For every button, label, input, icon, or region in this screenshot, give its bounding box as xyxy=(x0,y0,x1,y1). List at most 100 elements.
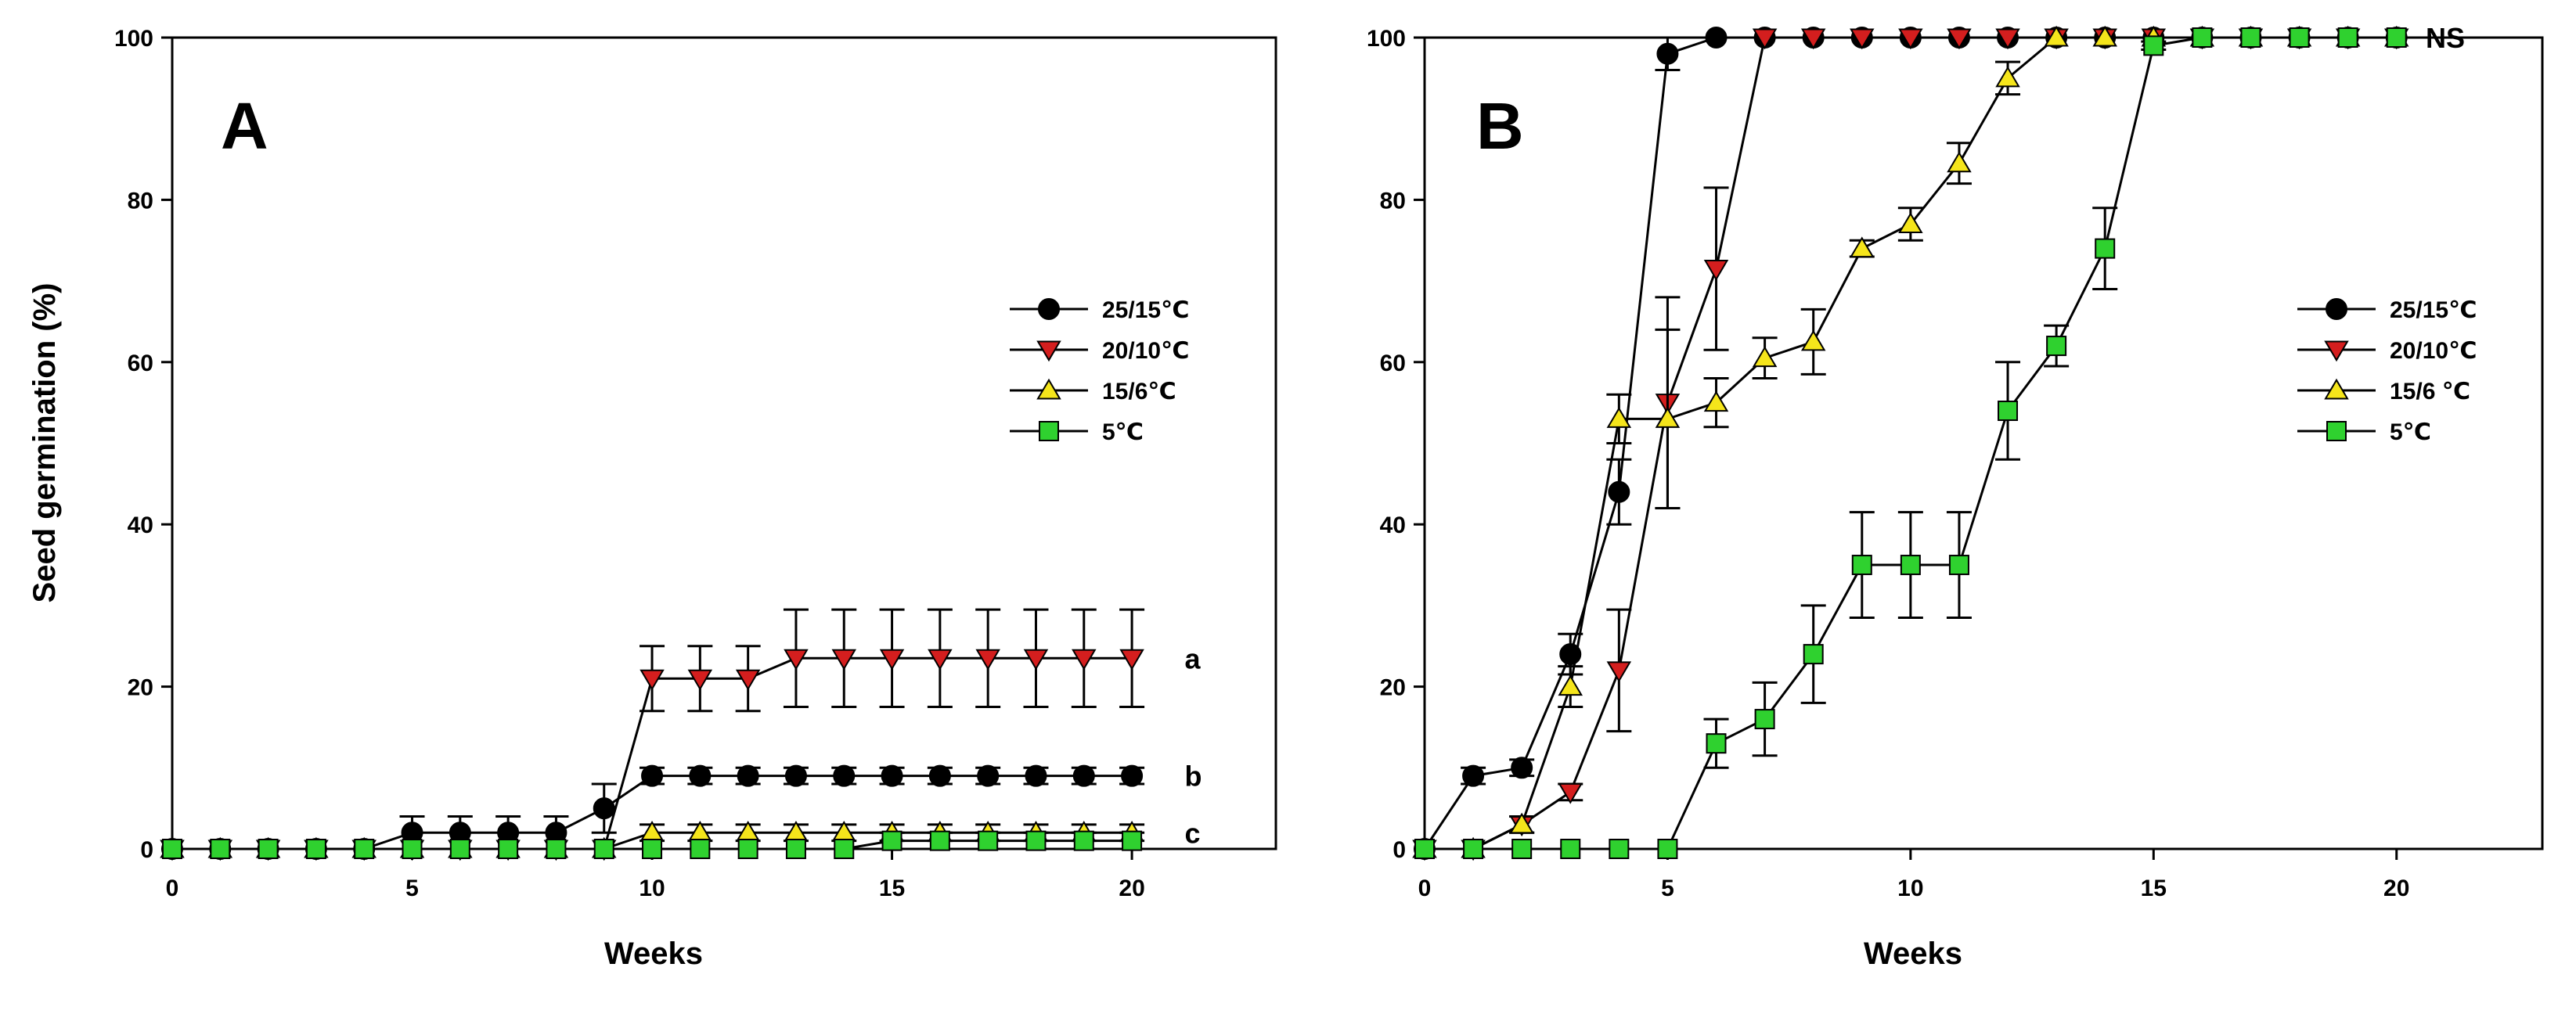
panel-a-letter: A xyxy=(221,89,268,163)
panel-b-series-2-point xyxy=(1752,28,1778,50)
panel-a-series-2-point xyxy=(975,649,1000,671)
panel-a-series-4-point xyxy=(593,839,614,859)
panel-a-series-4-point xyxy=(785,839,806,859)
panel-b-series-1-point xyxy=(1608,480,1630,503)
panel-b-series-4-point xyxy=(1414,839,1435,859)
panel-a-legend-label: 5℃ xyxy=(1102,419,1144,445)
panel-a-series-4-point xyxy=(449,839,470,859)
panel-b-series-1-line xyxy=(1423,36,2397,850)
panel-a-series-4-point xyxy=(354,839,375,859)
panel-a-series-4-point xyxy=(1025,830,1047,851)
panel-a-legend-label: 25/15℃ xyxy=(1102,297,1189,323)
panel-b-series-3 xyxy=(1412,25,2409,858)
panel-a-series-2 xyxy=(160,608,1145,861)
panel-b-series-1 xyxy=(1414,27,2408,860)
panel-b-y-tick-label: 60 xyxy=(1380,351,1406,376)
panel-b-y-tick-label: 80 xyxy=(1380,188,1406,214)
panel-b-legend-marker xyxy=(2326,298,2347,320)
panel-b-series-4-point xyxy=(1851,555,1872,576)
panel-b-series-4-point xyxy=(1706,733,1727,754)
panel-b-legend-marker xyxy=(2326,421,2347,441)
panel-b-series-3-point xyxy=(1509,812,1534,834)
panel-b-y-tick-label: 20 xyxy=(1380,675,1406,701)
panel-a-legend-label: 15/6℃ xyxy=(1102,379,1176,405)
panel-a-series-4-point xyxy=(546,839,567,859)
panel-b-series-1-point xyxy=(1511,757,1533,779)
panel-a-series-1-point xyxy=(928,764,951,787)
panel-b-series-2-point xyxy=(1947,28,1972,50)
panel-a-legend-marker xyxy=(1038,298,1060,320)
panel-b-series-2-line xyxy=(1425,36,2397,850)
panel-b-series-4-point xyxy=(2337,27,2358,48)
panel-b-series-3-point xyxy=(1800,329,1826,351)
panel-b-series-2-point xyxy=(1800,28,1826,50)
panel-b-legend-marker xyxy=(2324,378,2349,400)
panel-b-series-4-point xyxy=(2386,27,2407,48)
panel-a-legend: 25/15℃ 20/10℃ 15/6℃ 5℃ xyxy=(1010,297,1189,445)
panel-a-series-1-point xyxy=(641,764,664,787)
panel-a-x-tick-label: 10 xyxy=(639,876,665,901)
panel-a-series-1-point xyxy=(737,764,759,787)
panel-b-series-4-line xyxy=(1425,36,2397,850)
panel-a-series-4-point xyxy=(1073,830,1094,851)
panel-b-x-tick-label: 10 xyxy=(1897,876,1923,901)
panel-b-series-4-point xyxy=(1803,644,1824,665)
panel-b-series-4-point xyxy=(2095,238,2116,259)
panel-b-series-4-point xyxy=(1754,709,1775,730)
panel-b-series-4-point xyxy=(1511,839,1533,859)
panel-b-series-3-point xyxy=(1655,407,1681,428)
panel-b-series-2-point xyxy=(1850,28,1875,50)
panel-a-y-tick-label: 20 xyxy=(128,675,153,701)
panel-a-series-1-point xyxy=(977,764,1000,787)
panel-a-legend-marker xyxy=(1036,340,1061,362)
panel-a-chart: 0 5 10 15 20 0 20 40 60 80 100 Weeks Seed germinatio… xyxy=(27,26,1277,971)
panel-a-x-tick-label: 0 xyxy=(166,876,179,901)
panel-b-legend: 25/15℃ 20/10℃ 15/6 ℃ 5℃ xyxy=(2297,297,2477,445)
panel-a-x-tick-label: 15 xyxy=(879,876,905,901)
panel-a-series-4-point xyxy=(305,839,326,859)
panel-b-series-2-point xyxy=(1995,28,2020,50)
panel-a-series-4-point xyxy=(978,830,999,851)
panel-b-annotation-1: NS xyxy=(2426,22,2465,54)
panel-a-series-4 xyxy=(162,830,1145,859)
panel-b-series-1-point xyxy=(1462,764,1485,787)
panel-a-annotation-1: a xyxy=(1185,642,1202,674)
panel-a-series-1-point xyxy=(784,764,807,787)
panel-b-y-tick-label: 100 xyxy=(1367,26,1406,52)
panel-a-x-axis-title: Weeks xyxy=(604,937,703,971)
panel-a-series-2-point xyxy=(687,669,713,691)
panel-a-series-2-point xyxy=(928,649,953,671)
panel-b-series-3-line xyxy=(1425,36,2397,850)
panel-b-letter: B xyxy=(1476,89,1524,163)
panel-a-series-4-point xyxy=(690,839,711,859)
panel-b-chart: 0 5 10 15 20 0 20 40 60 80 100 Weeks B 25/15℃ 20/10℃ 15… xyxy=(1367,22,2544,971)
panel-a-series-4-point xyxy=(162,839,182,859)
panel-a-annotation-3: c xyxy=(1185,817,1201,849)
panel-a-series-4-point xyxy=(642,839,663,859)
panel-a-y-tick-label: 60 xyxy=(128,351,153,376)
panel-a-series-1-point xyxy=(833,764,856,787)
panel-a-series-1-point xyxy=(689,764,712,787)
panel-b-x-tick-label: 5 xyxy=(1661,876,1674,901)
panel-b-series-4-point xyxy=(1463,839,1484,859)
panel-b-series-1-point xyxy=(1656,42,1679,65)
panel-b-series-4-point xyxy=(2289,27,2310,48)
panel-a-series-2-point xyxy=(735,669,761,691)
panel-b-series-1-point xyxy=(1705,27,1728,49)
panel-b-series-2-point xyxy=(1898,28,1923,50)
panel-a-legend-marker xyxy=(1036,378,1061,400)
panel-b-series-4-point xyxy=(1900,555,1921,576)
panel-b-y-tick-label: 0 xyxy=(1392,837,1406,863)
panel-b-series-2 xyxy=(1412,28,2409,861)
panel-b-series-3-point xyxy=(1703,390,1729,412)
panel-a-series-2-point xyxy=(1023,649,1049,671)
panel-b-legend-label: 15/6 ℃ xyxy=(2390,379,2470,405)
panel-a-y-tick-label: 40 xyxy=(128,512,153,538)
panel-a-series-4-point xyxy=(881,830,903,851)
panel-b-legend-label: 20/10℃ xyxy=(2390,338,2477,364)
panel-b-series-3-point xyxy=(1558,674,1583,696)
panel-a-series-4-point xyxy=(737,839,758,859)
panel-b-series-3-point xyxy=(1752,346,1778,368)
panel-b-x-tick-label: 0 xyxy=(1418,876,1432,901)
